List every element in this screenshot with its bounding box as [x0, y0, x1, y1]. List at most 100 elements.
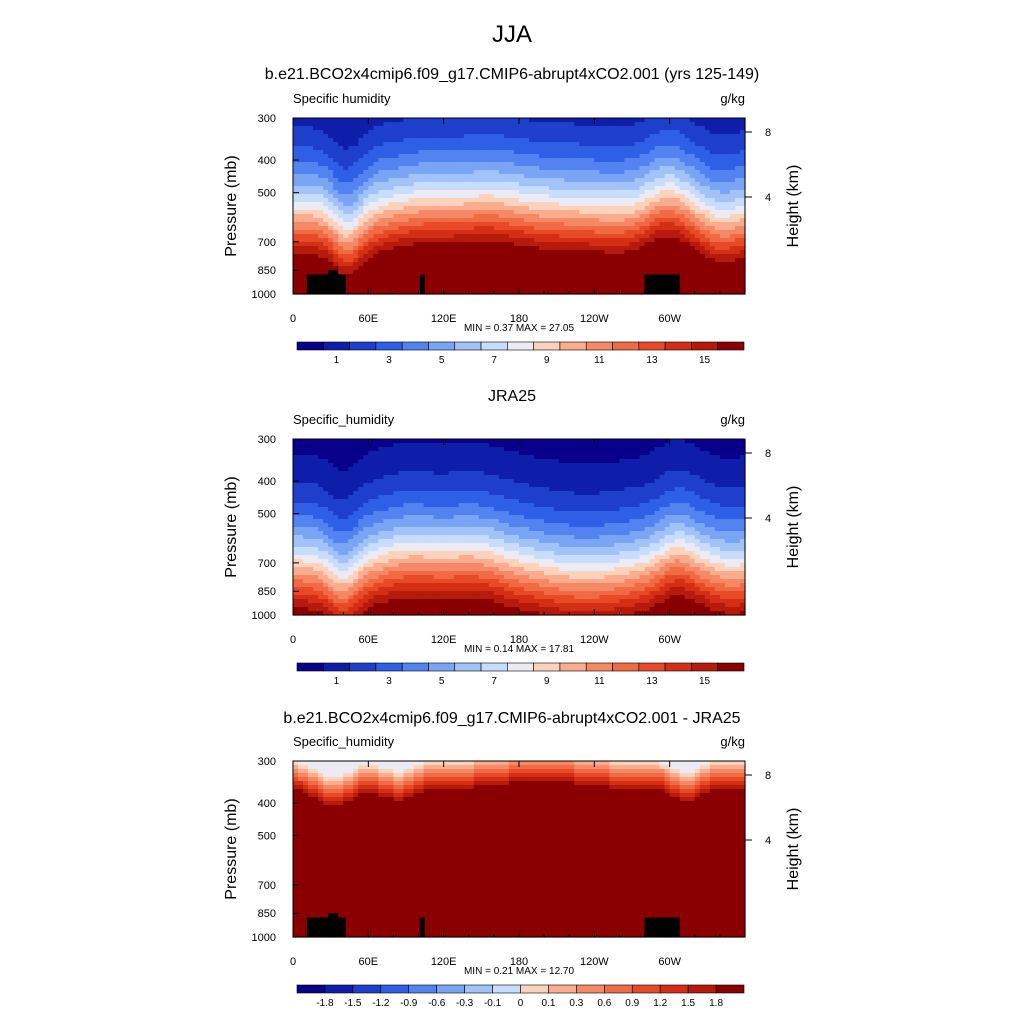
heatmap-cell	[614, 230, 621, 235]
heatmap-cell	[609, 206, 616, 211]
heatmap-cell	[403, 182, 410, 187]
heatmap-cell	[614, 198, 621, 203]
heatmap-cell	[303, 603, 309, 608]
heatmap-cell	[569, 122, 575, 127]
heatmap-cell	[318, 535, 324, 540]
heatmap-cell	[323, 491, 329, 496]
heatmap-cell	[639, 162, 646, 167]
heatmap-cell	[539, 134, 545, 139]
heatmap-cell	[378, 551, 384, 556]
heatmap-cell	[594, 198, 600, 203]
heatmap-cell	[453, 290, 460, 295]
heatmap-cell	[729, 234, 736, 239]
heatmap-cell	[478, 234, 485, 239]
heatmap-cell	[378, 194, 384, 199]
heatmap-cell	[398, 126, 405, 131]
heatmap-cell	[669, 162, 676, 167]
heatmap-cell	[478, 134, 485, 139]
heatmap-cell	[333, 507, 339, 512]
heatmap-cell	[739, 138, 746, 143]
heatmap-cell	[564, 254, 570, 259]
heatmap-cell	[473, 270, 480, 275]
heatmap-cell	[649, 166, 656, 171]
heatmap-cell	[739, 126, 746, 131]
heatmap-cell	[619, 150, 626, 155]
heatmap-cell	[338, 559, 344, 564]
heatmap-cell	[619, 230, 626, 235]
heatmap-cell	[468, 170, 475, 175]
heatmap-cell	[373, 575, 379, 580]
heatmap-cell	[298, 571, 304, 576]
heatmap-cell	[368, 214, 374, 219]
heatmap-cell	[363, 130, 369, 135]
heatmap-cell	[478, 142, 485, 147]
heatmap-cell	[333, 130, 339, 135]
heatmap-cell	[629, 174, 636, 179]
heatmap-cell	[488, 174, 495, 179]
heatmap-cell	[649, 246, 656, 251]
heatmap-cell	[338, 543, 344, 548]
heatmap-cell	[318, 166, 324, 171]
heatmap-cell	[373, 459, 379, 464]
heatmap-cell	[393, 555, 400, 560]
heatmap-cell	[594, 278, 600, 283]
heatmap-cell	[654, 166, 661, 171]
heatmap-cell	[308, 507, 314, 512]
heatmap-cell	[478, 166, 485, 171]
heatmap-cell	[293, 547, 299, 552]
colorbar-label: 11	[594, 355, 605, 366]
heatmap-cell	[644, 162, 651, 167]
heatmap-cell	[584, 286, 590, 291]
heatmap-cell	[358, 479, 364, 484]
heatmap-cell	[473, 262, 480, 267]
heatmap-cell	[493, 246, 500, 251]
heatmap-cell	[308, 459, 314, 464]
heatmap-cell	[413, 162, 420, 167]
heatmap-cell	[353, 487, 359, 492]
heatmap-cell	[604, 162, 610, 167]
heatmap-cell	[373, 202, 379, 207]
heatmap-cell	[644, 170, 651, 175]
heatmap-cell	[413, 254, 420, 259]
heatmap-cell	[689, 178, 696, 183]
heatmap-cell	[513, 122, 520, 127]
heatmap-cell	[458, 206, 465, 211]
heatmap-cell	[328, 531, 334, 536]
heatmap-cell	[684, 226, 691, 231]
heatmap-cell	[554, 246, 560, 251]
heatmap-cell	[734, 194, 741, 199]
heatmap-cell	[393, 258, 400, 263]
heatmap-cell	[544, 170, 550, 175]
heatmap-cell	[393, 559, 400, 564]
heatmap-cell	[508, 178, 515, 183]
heatmap-cell	[398, 475, 405, 480]
heatmap-cell	[373, 162, 379, 167]
heatmap-cell	[328, 595, 334, 600]
heatmap-cell	[313, 583, 319, 588]
heatmap-cell	[564, 130, 570, 135]
heatmap-cell	[639, 206, 646, 211]
heatmap-cell	[473, 190, 480, 195]
heatmap-cell	[418, 182, 425, 187]
heatmap-cell	[388, 126, 395, 131]
heatmap-cell	[634, 214, 641, 219]
heatmap-cell	[328, 166, 334, 171]
heatmap-cell	[363, 138, 369, 143]
heatmap-cell	[308, 443, 314, 448]
heatmap-cell	[378, 142, 384, 147]
heatmap-cell	[654, 222, 661, 227]
heatmap-cell	[378, 515, 384, 520]
heatmap-cell	[368, 150, 374, 155]
heatmap-cell	[714, 138, 721, 143]
heatmap-cell	[554, 210, 560, 215]
heatmap-cell	[338, 190, 344, 195]
heatmap-cell	[524, 274, 530, 279]
colorbar-swatch	[533, 341, 561, 351]
heatmap-cell	[293, 266, 299, 271]
heatmap-cell	[373, 591, 379, 596]
heatmap-cell	[669, 210, 676, 215]
heatmap-cell	[699, 222, 706, 227]
heatmap-cell	[534, 162, 540, 167]
heatmap-cell	[353, 499, 359, 504]
heatmap-cell	[594, 210, 600, 215]
